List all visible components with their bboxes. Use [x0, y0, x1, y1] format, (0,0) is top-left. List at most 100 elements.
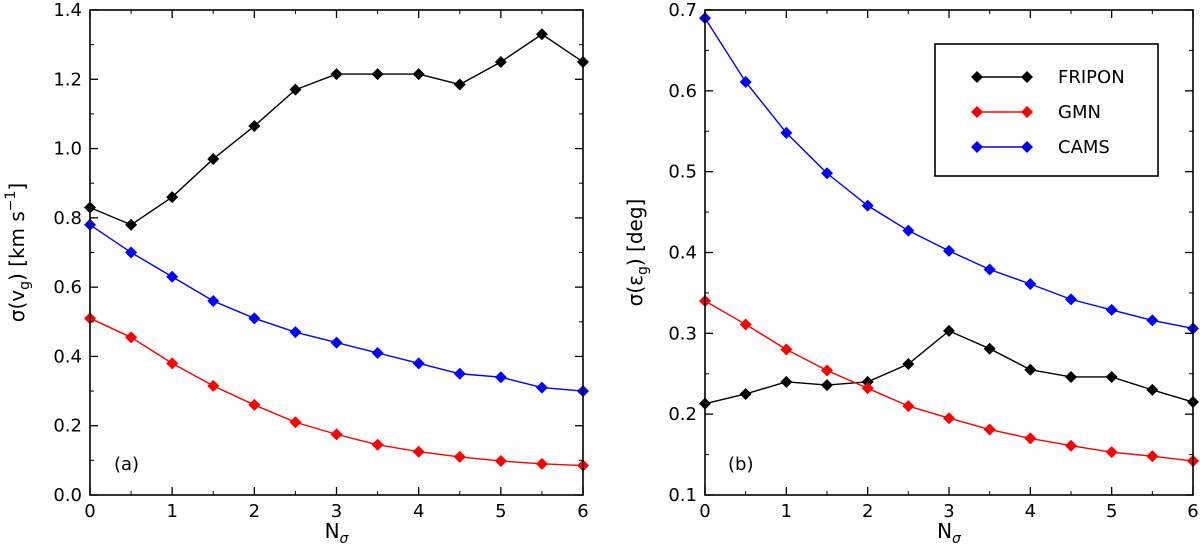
data-point-cams: [166, 270, 179, 283]
data-point-fripon: [821, 379, 833, 392]
legend-marker-fripon: [1021, 71, 1033, 83]
legend-marker-gmn: [1021, 106, 1033, 118]
y-tick-label: 0.7: [668, 0, 697, 21]
x-tick-label: 4: [413, 501, 424, 522]
panel-b-chart: 0 1 2 3 4 5 6 0.1 0.2 0.3 0.4 0.5 0.6 0.7 Nσ σ(εg) [deg…: [623, 0, 1199, 547]
data-point-gmn: [494, 455, 507, 468]
data-point-gmn: [739, 318, 752, 331]
data-point-fripon: [1024, 363, 1037, 376]
panel-tag: (b): [728, 454, 753, 475]
x-tick-label: 2: [249, 501, 260, 522]
legend-marker-cams: [971, 141, 983, 153]
data-point-cams: [371, 346, 384, 359]
data-point-fripon: [780, 375, 793, 388]
y-axis-label: σ(εg) [deg]: [623, 199, 651, 307]
data-point-gmn: [780, 343, 793, 356]
legend-marker-cams: [1021, 141, 1033, 153]
data-point-gmn: [861, 382, 874, 395]
x-tick-label: 4: [1025, 501, 1036, 522]
data-point-gmn: [371, 438, 384, 451]
data-point-cams: [494, 371, 507, 384]
data-point-fripon: [535, 28, 548, 41]
x-tick-label: 0: [699, 501, 710, 522]
data-point-fripon: [494, 55, 507, 68]
data-point-gmn: [166, 357, 179, 370]
legend-marker-gmn: [971, 106, 983, 118]
data-point-fripon: [125, 218, 138, 231]
data-point-gmn: [207, 379, 220, 392]
data-point-cams: [861, 199, 874, 212]
series-line-fripon: [704, 330, 1194, 405]
series-line-cams: [89, 224, 584, 392]
data-point-gmn: [412, 445, 425, 458]
x-tick-label: 1: [166, 501, 177, 522]
data-point-gmn: [1065, 439, 1077, 452]
plot-frame: [89, 9, 584, 496]
x-tick-label: 3: [331, 501, 342, 522]
data-point-fripon: [289, 83, 302, 96]
data-point-gmn: [1024, 432, 1037, 445]
legend: FRIPON GMN CAMS: [934, 43, 1159, 177]
data-point-gmn: [248, 398, 261, 411]
y-tick-label: 0.6: [53, 277, 82, 298]
data-point-cams: [739, 75, 752, 88]
x-tick-label: 1: [781, 501, 792, 522]
data-point-fripon: [1065, 370, 1077, 383]
data-point-cams: [412, 357, 425, 370]
y-tick-label: 1.0: [53, 139, 82, 160]
data-point-fripon: [248, 120, 261, 133]
data-point-gmn: [289, 416, 302, 429]
panel-tag: (a): [114, 454, 139, 475]
data-point-fripon: [983, 342, 996, 355]
data-point-fripon: [902, 358, 915, 371]
data-point-gmn: [821, 364, 833, 377]
x-tick-label: 6: [577, 501, 588, 522]
data-point-gmn: [330, 428, 343, 441]
x-tick-label: 6: [1187, 501, 1198, 522]
legend-marker-fripon: [971, 71, 983, 83]
y-tick-label: 0.2: [668, 404, 697, 425]
data-point-cams: [330, 336, 343, 349]
data-point-gmn: [943, 412, 955, 425]
x-tick-label: 5: [495, 501, 506, 522]
panel-a-chart: 0 1 2 3 4 5 6 0.0 0.2 0.4 0.6 0.8 1.0 1.2 1.4 Nσ σ(vg) […: [3, 0, 589, 547]
data-point-cams: [902, 224, 915, 237]
data-point-fripon: [861, 375, 874, 388]
data-point-cams: [248, 312, 261, 325]
legend-label-gmn: GMN: [1058, 102, 1101, 123]
data-point-gmn: [125, 331, 138, 344]
data-point-cams: [983, 263, 996, 276]
data-point-cams: [943, 244, 955, 257]
y-tick-label: 0.3: [668, 323, 697, 344]
data-point-fripon: [330, 68, 343, 81]
data-point-gmn: [1146, 450, 1159, 463]
data-point-cams: [1146, 314, 1159, 327]
y-tick-label: 0.5: [668, 162, 697, 183]
data-point-cams: [207, 295, 220, 307]
data-point-fripon: [207, 152, 220, 165]
data-point-gmn: [1105, 446, 1118, 459]
data-point-cams: [1105, 303, 1118, 316]
y-tick-label: 0.0: [53, 485, 82, 506]
y-tick-label: 0.4: [668, 243, 697, 264]
y-tick-label: 0.8: [53, 208, 82, 229]
y-tick-label: 0.6: [668, 81, 697, 102]
legend-box: [934, 43, 1159, 177]
data-point-fripon: [943, 324, 955, 337]
data-point-cams: [289, 326, 302, 339]
data-point-fripon: [371, 68, 384, 81]
x-tick-label: 2: [862, 501, 873, 522]
y-axis-label: σ(vg) [km s−1]: [3, 183, 33, 322]
data-point-gmn: [453, 450, 466, 463]
x-tick-label: 0: [84, 501, 95, 522]
data-point-gmn: [902, 400, 915, 413]
legend-label-fripon: FRIPON: [1058, 67, 1125, 88]
data-point-fripon: [166, 191, 179, 204]
data-point-fripon: [412, 68, 425, 81]
data-point-cams: [1024, 278, 1037, 291]
data-point-fripon: [739, 387, 752, 400]
x-tick-label: 5: [1106, 501, 1117, 522]
series-line-fripon: [89, 33, 584, 226]
y-tick-label: 1.4: [53, 0, 82, 21]
